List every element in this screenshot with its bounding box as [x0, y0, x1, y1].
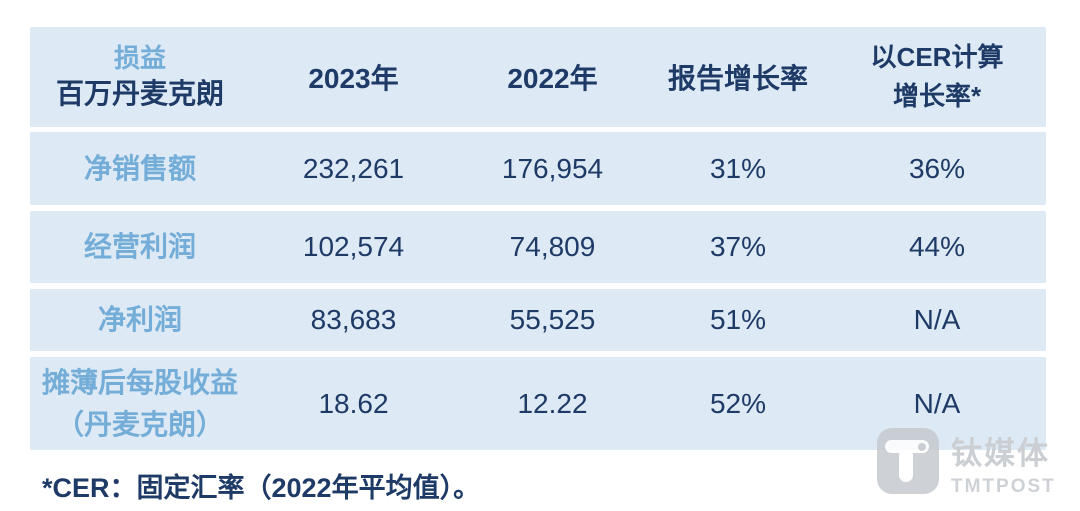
header-pnl-unit: 损益 百万丹麦克朗 [30, 27, 250, 127]
value-2023: 83,683 [310, 304, 397, 335]
value-reported-growth: 37% [709, 231, 767, 262]
table-row-net-sales: 净销售额 232,261 176,954 31% 36% [30, 132, 1046, 205]
value-2023: 232,261 [302, 152, 405, 184]
value-reported-growth: 52% [709, 387, 767, 419]
tmtpost-logo-icon [877, 428, 939, 494]
row-label: 摊薄后每股收益 [41, 366, 238, 398]
table-row-operating-profit: 经营利润 102,574 74,809 37% 44% [30, 211, 1046, 283]
value-reported-growth: 31% [709, 152, 767, 184]
value-cer-growth: N/A [913, 387, 961, 419]
value-2022: 74,809 [509, 231, 596, 262]
value-2022: 176,954 [501, 152, 604, 184]
header-reported-growth: 报告增长率 [667, 63, 808, 94]
value-2023: 18.62 [318, 387, 389, 419]
header-row: 损益 百万丹麦克朗 2023年 2022年 报告增长率 以CER计算 增长率* [30, 27, 1046, 127]
value-cer-growth: 36% [908, 152, 966, 184]
header-pnl-label: 损益 [113, 42, 166, 73]
row-label-line2: （丹麦克朗） [55, 408, 224, 440]
value-cer-growth: 44% [908, 231, 966, 262]
row-label: 净利润 [97, 304, 182, 335]
table-row-diluted-eps: 摊薄后每股收益 （丹麦克朗） 18.62 12.22 52% N/A [30, 357, 1046, 450]
header-unit-label: 百万丹麦克朗 [55, 77, 224, 109]
row-label: 净销售额 [83, 152, 196, 184]
tmtpost-watermark: 钛媒体 TMTPOST [877, 428, 1056, 498]
cer-footnote: *CER：固定汇率（2022年平均值）。 [42, 473, 481, 503]
header-cer-growth: 以CER计算 增长率* [870, 42, 1004, 111]
value-reported-growth: 51% [709, 304, 767, 335]
table-row-net-profit: 净利润 83,683 55,525 51% N/A [30, 289, 1046, 351]
header-2023: 2023年 [308, 63, 399, 94]
value-2023: 102,574 [302, 231, 405, 262]
header-2022: 2022年 [507, 63, 598, 94]
row-label: 经营利润 [83, 231, 196, 262]
watermark-name-en: TMTPOST [951, 476, 1056, 497]
watermark-name-cn: 钛媒体 [951, 436, 1050, 471]
value-2022: 55,525 [509, 304, 596, 335]
value-cer-growth: N/A [913, 304, 961, 335]
value-2022: 12.22 [517, 387, 588, 419]
